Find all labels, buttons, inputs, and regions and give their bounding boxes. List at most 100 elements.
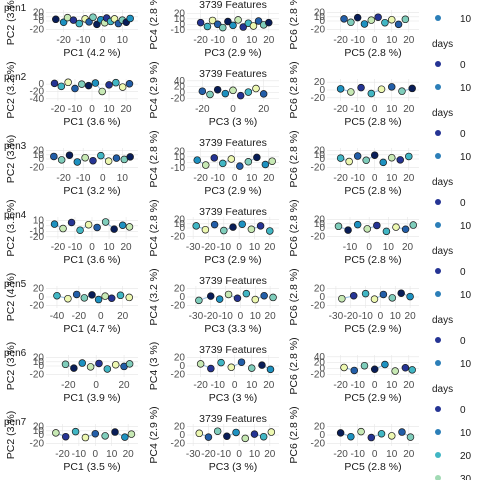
x-tick-label: 0 <box>236 242 242 253</box>
y-tick-label: 20 <box>174 146 186 157</box>
data-point <box>75 19 84 28</box>
data-point <box>201 225 210 234</box>
data-point <box>61 432 70 441</box>
data-point <box>229 86 237 95</box>
y-tick-label: 10 <box>33 215 45 226</box>
x-tick-label: 10 <box>117 173 129 184</box>
x-tick-label: -10 <box>217 449 232 460</box>
data-point <box>57 156 66 164</box>
data-point <box>105 81 113 89</box>
x-tick-label: -10 <box>68 104 83 115</box>
x-tick-label: -10 <box>217 242 232 253</box>
data-point <box>71 84 79 93</box>
data-point <box>204 433 213 441</box>
data-point <box>406 292 414 301</box>
legend-label: 10 <box>460 428 472 439</box>
data-point <box>210 154 219 162</box>
data-point <box>370 365 379 374</box>
legend-swatch <box>435 429 441 435</box>
data-point <box>377 85 386 93</box>
data-point <box>401 364 410 372</box>
x-axis-label: PC1 (3.6 %) <box>63 116 120 128</box>
y-axis-label: PC4 (3 %) <box>148 342 160 390</box>
y-tick-label: 0 <box>179 223 185 234</box>
legend-title: days <box>432 39 453 50</box>
y-axis-label: PC2 (3.%) <box>5 342 17 390</box>
x-axis-label: PC3 (3 %) <box>209 392 257 404</box>
legend: days 0 10 <box>432 246 472 301</box>
data-point <box>193 156 201 164</box>
data-point <box>101 432 109 440</box>
x-tick-label: -20 <box>51 104 66 115</box>
data-point <box>396 156 405 164</box>
legend-label: 0 <box>460 336 466 347</box>
x-tick-label: -10 <box>350 35 365 46</box>
x-tick-label: -20 <box>344 311 359 322</box>
x-tick-label: -20 <box>51 242 66 253</box>
data-point <box>198 87 207 95</box>
y-tick-label: -10 <box>30 226 45 237</box>
legend: days 0 10 <box>432 177 472 232</box>
x-tick-label: -10 <box>210 173 225 184</box>
data-point <box>387 15 396 24</box>
data-point <box>244 88 253 96</box>
data-point <box>229 223 237 231</box>
data-point <box>247 225 256 234</box>
data-point <box>50 220 59 228</box>
y-tick-label: 20 <box>33 353 45 364</box>
data-point <box>107 294 116 303</box>
y-axis-label: PC4 (2.8 %) <box>148 199 160 256</box>
data-point <box>347 88 355 96</box>
x-tick-label: -20 <box>56 35 71 46</box>
y-tick-label: 0 <box>319 364 325 375</box>
legend-label: 10 <box>460 359 472 370</box>
legend-swatch <box>435 153 441 159</box>
y-tick-label: -20 <box>311 438 326 449</box>
x-tick-label: 20 <box>403 35 415 46</box>
data-point <box>125 360 134 368</box>
x-axis-label: PC5 (2.8 %) <box>344 185 401 197</box>
data-point <box>91 79 100 87</box>
data-point <box>116 291 125 300</box>
data-point <box>103 365 112 373</box>
data-point <box>219 23 227 32</box>
y-axis-label: PC6 (2.8 %) <box>288 61 300 118</box>
x-tick-label: 10 <box>250 311 262 322</box>
x-tick-label: -10 <box>76 35 91 46</box>
legend-swatch <box>435 337 441 343</box>
data-point <box>405 152 413 161</box>
y-tick-label: 40 <box>174 76 186 87</box>
legend-swatch <box>435 406 441 412</box>
pen-label: pen7 <box>4 417 27 428</box>
x-tick-label: 10 <box>383 242 395 253</box>
x-tick-label: 10 <box>246 173 258 184</box>
data-point <box>241 434 250 443</box>
data-point <box>67 218 76 227</box>
y-tick-label: -20 <box>30 232 45 243</box>
x-tick-label: -10 <box>350 380 365 391</box>
x-tick-label: -20 <box>204 311 219 322</box>
y-tick-label: 20 <box>33 8 45 19</box>
pen-label: pen1 <box>4 3 27 14</box>
y-axis-label: PC6 (2.8 %) <box>288 268 300 325</box>
y-tick-label: 0 <box>179 361 185 372</box>
x-tick-label: 20 <box>263 173 275 184</box>
x-tick-label: 0 <box>93 380 99 391</box>
data-point <box>268 157 276 165</box>
x-tick-label: 10 <box>390 311 402 322</box>
x-tick-label: -20 <box>55 449 70 460</box>
data-point <box>84 220 93 229</box>
y-tick-label: -20 <box>311 231 326 242</box>
x-tick-label: 0 <box>372 104 378 115</box>
data-point <box>253 153 261 162</box>
y-tick-label: 0 <box>179 292 185 303</box>
data-point <box>381 360 389 369</box>
data-point <box>207 364 215 373</box>
y-tick-label: 20 <box>174 284 186 295</box>
data-point <box>266 365 275 374</box>
